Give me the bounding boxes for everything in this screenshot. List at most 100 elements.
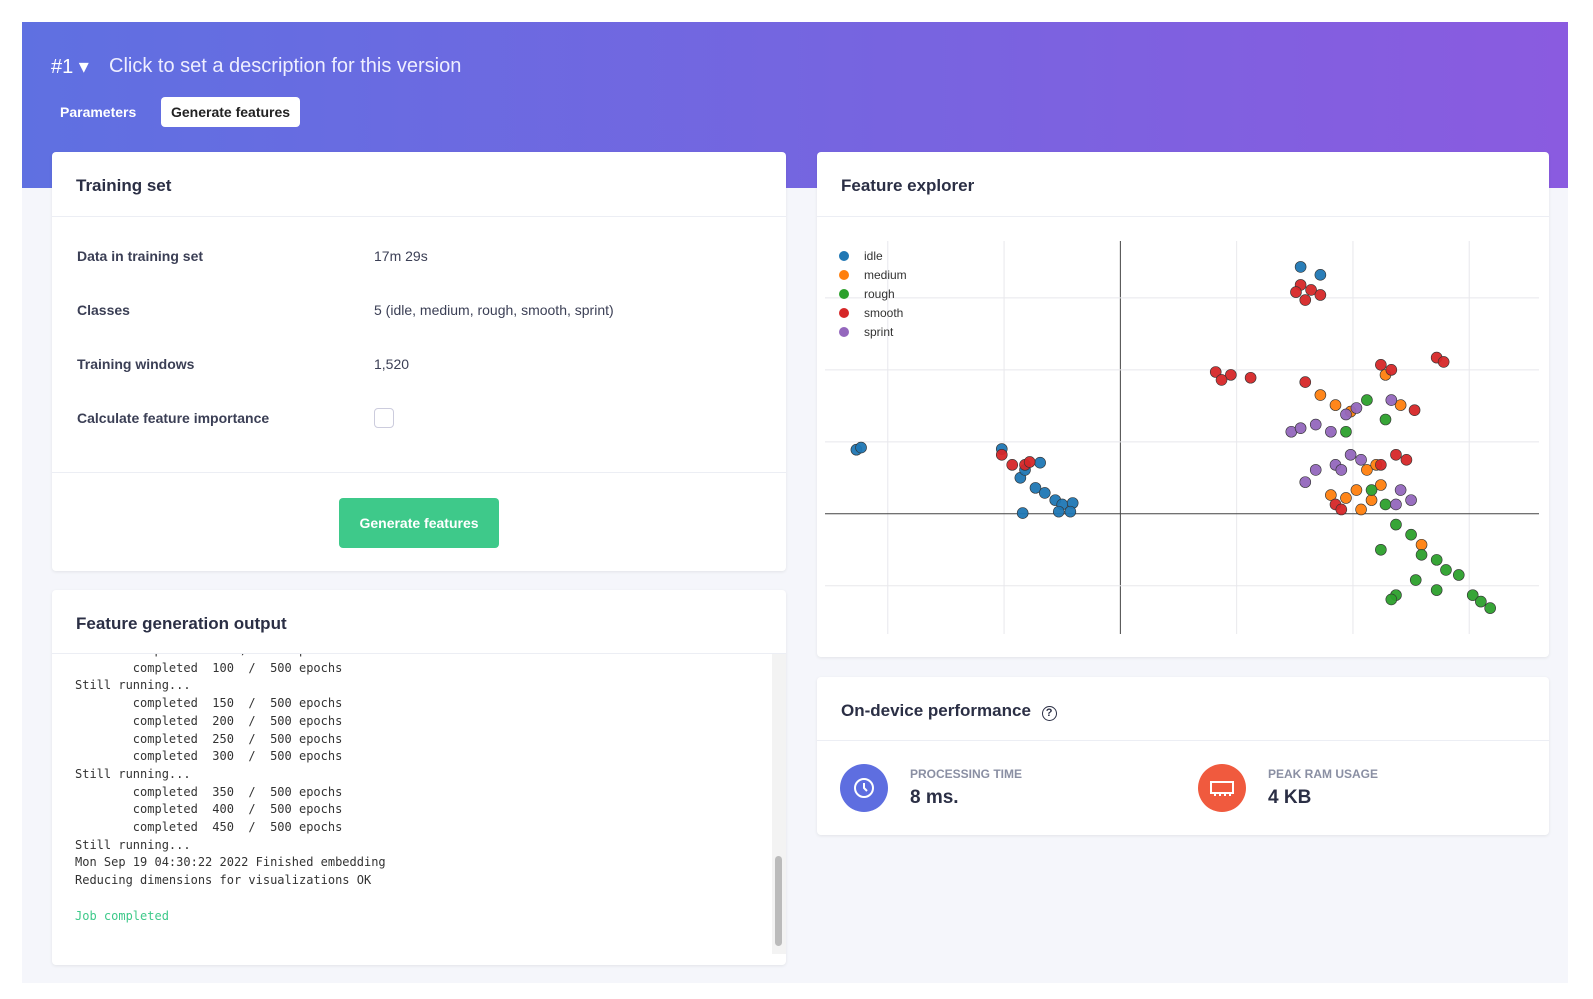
title: On-device performance [841, 701, 1031, 720]
point [1006, 459, 1019, 471]
card-title: Feature generation output [76, 614, 287, 633]
divider [817, 216, 1549, 217]
point [1244, 371, 1257, 384]
divider [52, 653, 786, 654]
log-line: Still running... [75, 678, 191, 693]
log-line: completed 50 / 500 epochs [75, 654, 386, 660]
point [1390, 448, 1402, 461]
point [1415, 538, 1428, 551]
point [1440, 564, 1452, 576]
scrollbar[interactable] [772, 654, 786, 954]
log-line: Still running... [75, 766, 191, 781]
point [1350, 402, 1363, 414]
point [1294, 422, 1307, 434]
point [1385, 364, 1398, 376]
legend-label: sprint [864, 325, 894, 339]
log-line: completed 300 / 500 epochs [75, 749, 343, 764]
point [1335, 464, 1348, 476]
point [1309, 418, 1322, 431]
divider [817, 740, 1549, 741]
point [1309, 464, 1322, 476]
metric-value: 4 KB [1268, 787, 1312, 808]
point [1375, 359, 1387, 371]
scroll-thumb[interactable] [775, 856, 782, 946]
point [1437, 356, 1450, 368]
legend-swatch [839, 251, 849, 261]
legend-label: idle [864, 249, 883, 263]
checkbox[interactable] [374, 408, 394, 428]
log: completed 50 / 500 epochs completed 100 … [52, 654, 772, 954]
point [1034, 456, 1046, 469]
point [1340, 425, 1352, 438]
point [1023, 456, 1036, 468]
point [1390, 518, 1402, 531]
point [1475, 595, 1487, 608]
log-blank [75, 890, 386, 908]
point [1361, 394, 1373, 406]
scatter: idle medium rough smooth sprint [825, 241, 1539, 634]
point [1340, 408, 1352, 421]
generate-button[interactable]: Generate features [339, 498, 499, 548]
legend-label: rough [864, 287, 895, 301]
tab-active[interactable]: Generate features [161, 97, 301, 127]
point [1430, 584, 1443, 596]
log-line: completed 250 / 500 epochs [75, 731, 343, 746]
point [1350, 484, 1363, 496]
point [1029, 482, 1042, 494]
point [1405, 528, 1417, 541]
point [1379, 498, 1392, 511]
card-title: Training set [76, 176, 172, 195]
point [1209, 366, 1222, 378]
row-value: 5 (idle, medium, rough, smooth, sprint) [374, 302, 614, 318]
point [1385, 394, 1398, 406]
metric-value: 8 ms. [910, 787, 959, 808]
point [1299, 376, 1312, 388]
point [1052, 505, 1065, 518]
point [1394, 399, 1407, 411]
point [1299, 294, 1312, 306]
help-icon[interactable]: ? [1041, 706, 1057, 721]
log-text: completed 50 / 500 epochs completed 100 … [75, 654, 386, 925]
metric-label: PROCESSING TIME [910, 767, 1023, 781]
legend-label: smooth [864, 306, 903, 320]
point [1294, 261, 1307, 273]
point [1314, 289, 1327, 301]
point [1290, 286, 1302, 298]
log-line: completed 350 / 500 epochs [75, 784, 343, 799]
point [1329, 399, 1342, 411]
version[interactable]: #1 [51, 56, 74, 78]
point [1344, 448, 1357, 461]
metric-label: PEAK RAM USAGE [1268, 767, 1379, 781]
log-line: Still running... [75, 837, 191, 852]
row-label: Data in training set [77, 248, 204, 264]
log-line: completed 400 / 500 epochs [75, 802, 343, 817]
point [1038, 487, 1051, 499]
log-line: Reducing dimensions for visualizations O… [75, 873, 372, 888]
point [1484, 602, 1496, 614]
point [1394, 484, 1407, 496]
point [855, 441, 867, 454]
legend-swatch [839, 270, 849, 280]
legend-swatch [839, 308, 849, 318]
point [1325, 425, 1337, 438]
point [1064, 505, 1077, 518]
point [1016, 507, 1029, 519]
log-line: completed 100 / 500 epochs [75, 660, 343, 675]
point [1225, 369, 1237, 381]
point [1400, 454, 1413, 466]
training-card: Training set Calculate feature importanc… [52, 152, 786, 571]
performance-card: On-device performance ? PROCESSING TIME … [817, 677, 1549, 835]
point [1365, 494, 1378, 506]
point [1305, 284, 1317, 296]
tab[interactable]: Parameters [60, 104, 137, 120]
description[interactable]: Click to set a description for this vers… [109, 55, 462, 77]
log-line: completed 200 / 500 epochs [75, 713, 343, 728]
point [995, 448, 1008, 461]
point [1405, 494, 1417, 506]
row-value: 1,520 [374, 356, 410, 372]
version-select[interactable]: #1 ▾ [51, 56, 89, 78]
point [1375, 479, 1387, 491]
point [1299, 476, 1312, 488]
point [1408, 404, 1421, 416]
card-title: On-device performance ? [841, 701, 1057, 721]
